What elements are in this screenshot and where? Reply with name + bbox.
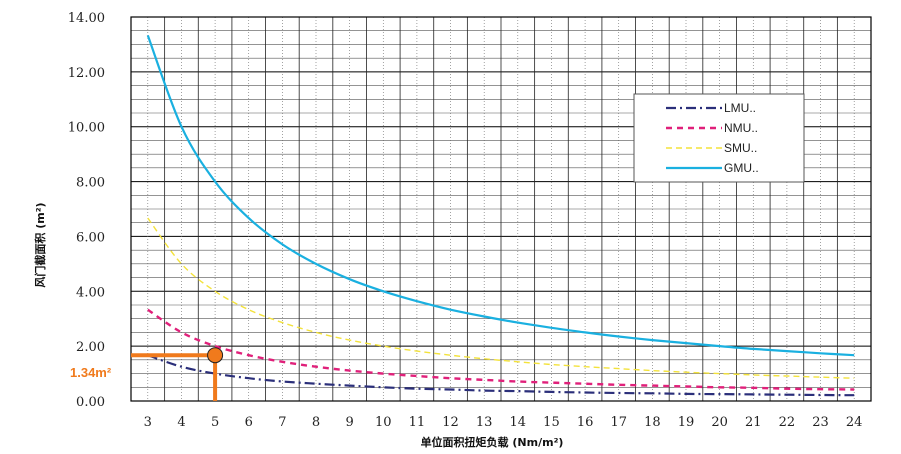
x-tick-label: 22 <box>779 415 796 430</box>
x-tick-label: 6 <box>245 415 253 430</box>
legend: LMU.. NMU.. SMU.. GMU.. <box>633 93 805 183</box>
x-tick-label: 12 <box>442 415 459 430</box>
x-tick-label: 8 <box>312 415 320 430</box>
x-tick-label: 5 <box>211 415 219 430</box>
x-tick-label: 14 <box>510 415 527 430</box>
annotation-group: 1.34m² <box>70 347 224 401</box>
chart-grid <box>130 16 872 402</box>
x-tick-label: 19 <box>678 415 695 430</box>
x-tick-label: 3 <box>144 415 152 430</box>
x-tick-label: 23 <box>812 415 829 430</box>
annotation-label: 1.34m² <box>70 365 112 380</box>
x-tick-label: 16 <box>577 415 594 430</box>
plot-border <box>130 16 872 402</box>
x-tick-label: 4 <box>177 415 185 430</box>
legend-label: LMU.. <box>724 101 756 115</box>
y-tick-label: 4.00 <box>76 285 105 300</box>
x-axis-label: 单位面积扭矩负载 (Nm/m²) <box>421 435 564 449</box>
y-axis-label: 风门截面积 (m²) <box>33 202 47 287</box>
plot-frame <box>130 16 872 402</box>
y-tick-label: 6.00 <box>76 230 105 245</box>
legend-label: GMU.. <box>724 161 759 175</box>
y-tick-label: 2.00 <box>76 340 105 355</box>
legend-label: NMU.. <box>724 121 758 135</box>
y-tick-label: 12.00 <box>68 66 105 81</box>
series-lines <box>146 35 855 397</box>
annotation-point <box>207 347 224 364</box>
y-tick-label: 10.00 <box>68 121 105 136</box>
x-tick-label: 24 <box>846 415 863 430</box>
x-tick-label: 9 <box>345 415 353 430</box>
x-tick-label: 21 <box>745 415 762 430</box>
series-line-smu <box>147 217 855 379</box>
x-tick-label: 13 <box>476 415 493 430</box>
x-tick-label: 7 <box>278 415 286 430</box>
y-tick-label: 8.00 <box>76 176 105 191</box>
y-axis-ticks: 0.00 2.00 4.00 6.00 8.00 10.00 12.00 14.00 <box>68 11 105 410</box>
y-tick-label: 14.00 <box>68 11 105 26</box>
x-tick-label: 15 <box>543 415 560 430</box>
x-tick-label: 20 <box>711 415 728 430</box>
y-tick-label: 0.00 <box>76 395 105 410</box>
x-tick-label: 11 <box>409 415 426 430</box>
series-line-lmu <box>147 354 855 397</box>
x-tick-label: 17 <box>610 415 627 430</box>
series-line-nmu <box>147 308 855 391</box>
x-axis-ticks: 3 4 5 6 7 8 9 10 11 12 13 14 15 16 17 18 19 20 21 22 23 24 <box>144 415 863 430</box>
x-tick-label: 18 <box>644 415 661 430</box>
series-line-gmu <box>146 35 855 357</box>
legend-label: SMU.. <box>724 141 757 155</box>
x-tick-label: 10 <box>375 415 392 430</box>
